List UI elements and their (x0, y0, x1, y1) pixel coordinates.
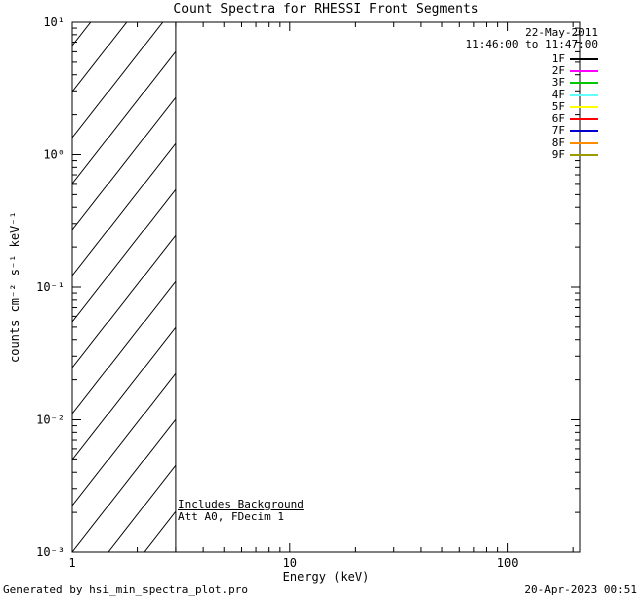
y-tick-label: 10⁻¹ (36, 280, 65, 294)
legend-entry: 3F (552, 77, 598, 89)
x-axis-title: Energy (keV) (282, 570, 370, 584)
y-tick-label: 10⁻³ (36, 545, 65, 559)
x-tick-label: 1 (68, 556, 75, 570)
legend-entry: 2F (552, 65, 598, 77)
legend-entry-line (570, 94, 598, 96)
legend-entry: 1F (552, 53, 598, 65)
footer-generator: Generated by hsi_min_spectra_plot.pro (3, 583, 249, 596)
legend-entry: 5F (552, 101, 598, 113)
legend-entries: 1F 2F 3F 4F 5F 6F 7F 8F 9F (552, 53, 598, 161)
legend-entry: 6F (552, 113, 598, 125)
y-tick-label: 10⁰ (43, 148, 65, 162)
legend-entry-label: 6F (551, 112, 565, 125)
chart-title: Count Spectra for RHESSI Front Segments (173, 2, 479, 17)
legend-entry-label: 9F (551, 148, 565, 161)
annotation-includes-background: Includes Background (178, 498, 304, 511)
footer-datetime: 20-Apr-2023 00:51 (524, 583, 637, 596)
legend-entry: 7F (552, 125, 598, 137)
legend-entry-line (570, 142, 598, 144)
legend-entry-line (570, 130, 598, 132)
legend-entry-label: 2F (551, 64, 565, 77)
legend-entry-label: 1F (551, 52, 565, 65)
legend-entry-line (570, 70, 598, 72)
legend-time-range: 11:46:00 to 11:47:00 (465, 38, 598, 51)
annotation-attenuator-state: Att A0, FDecim 1 (178, 510, 284, 523)
legend-entry: 8F (552, 137, 598, 149)
x-tick-label: 100 (497, 556, 519, 570)
legend-entry-line (570, 154, 598, 156)
legend-entry-label: 5F (551, 100, 565, 113)
legend-entry: 4F (552, 89, 598, 101)
y-axis-title: counts cm⁻² s⁻¹ keV⁻¹ (8, 211, 22, 363)
axis-ticks (71, 21, 580, 553)
hatched-region (71, 21, 177, 553)
legend: 22-May-2011 11:46:00 to 11:47:00 1F 2F 3F 4… (466, 27, 598, 161)
legend-entry-line (570, 106, 598, 108)
legend-entry-line (570, 118, 598, 120)
tick-labels: 1 10 100 10¹ 10⁰ 10⁻¹ 10⁻² 10⁻³ (36, 15, 518, 570)
legend-entry-line (570, 58, 598, 60)
legend-entry-label: 7F (551, 124, 565, 137)
x-tick-label: 10 (283, 556, 297, 570)
y-tick-label: 10¹ (43, 15, 65, 29)
legend-entry: 9F (552, 149, 598, 161)
y-tick-label: 10⁻² (36, 413, 65, 427)
legend-entry-label: 3F (551, 76, 565, 89)
legend-date: 22-May-2011 (525, 26, 598, 39)
legend-entry-label: 4F (551, 88, 565, 101)
legend-entry-label: 8F (551, 136, 565, 149)
legend-entry-line (570, 82, 598, 84)
